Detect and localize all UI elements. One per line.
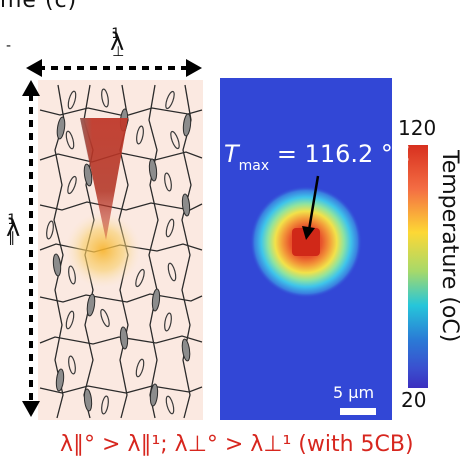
- scale-bar-label: 5 µm: [333, 383, 375, 402]
- lambda-par-sub: ∥: [8, 230, 16, 246]
- colorbar-title: Temperature (oC): [437, 150, 462, 343]
- lambda-perp-arrow: [26, 59, 202, 77]
- temperature-map: [220, 78, 392, 420]
- tmax-subscript: max: [238, 158, 270, 174]
- lambda-perp-symbol: λ: [110, 28, 125, 56]
- lambda-par-sup: 1: [7, 212, 17, 228]
- tmax-symbol: T: [224, 140, 239, 168]
- heat-glow: [65, 212, 141, 288]
- lambda-perp-sub: ⊥: [112, 44, 125, 60]
- tmax-value: = 116.2 °C: [269, 140, 410, 168]
- lc-molecules-open: [46, 88, 180, 415]
- tmax-label: Tmax = 116.2 °C: [224, 140, 410, 174]
- scale-bar: [340, 408, 376, 415]
- lambda-par-label: λ1 ∥: [6, 212, 36, 246]
- dash-mark: -: [6, 38, 12, 54]
- figure-caption: λ∥° > λ∥¹; λ⊥° > λ⊥¹ (with 5CB): [60, 432, 414, 457]
- lambda-par-arrow: [22, 80, 40, 417]
- colorbar-max-label: 120: [398, 116, 437, 140]
- laser-beam-shade: [80, 118, 104, 240]
- lambda-par-symbol: λ: [6, 214, 21, 242]
- lambda-perp-sup: 1: [111, 26, 121, 42]
- colorbar-min-label: 20: [401, 388, 427, 412]
- colorbar: [408, 145, 428, 388]
- tmax-pointer-arrow: [302, 175, 320, 240]
- lc-molecules-filled: [52, 108, 192, 412]
- lambda-perp-label: λ1 ⊥: [110, 26, 145, 60]
- cut-off-title: me (c): [0, 0, 78, 13]
